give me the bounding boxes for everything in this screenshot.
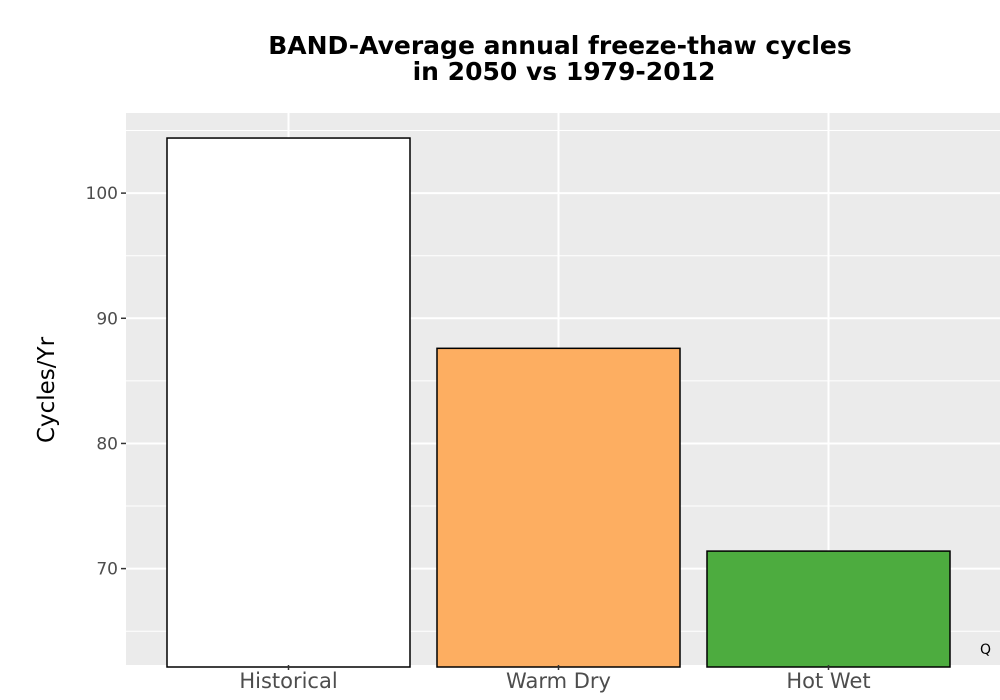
y-tick-label: 70	[96, 560, 118, 580]
y-tick-label: 90	[96, 309, 118, 329]
bars	[166, 137, 951, 668]
x-tick-label: Historical	[239, 669, 337, 693]
y-axis-title: Cycles/Yr	[34, 336, 60, 443]
x-axis: Historical Warm Dry Hot Wet	[239, 665, 871, 693]
chart-title-line-1: BAND-Average annual freeze-thaw cycles	[268, 31, 852, 60]
x-tick-label: Hot Wet	[786, 669, 870, 693]
y-axis: 70 80 90 100	[86, 184, 126, 580]
bar-hot-wet	[706, 550, 951, 668]
y-tick-label: 100	[86, 184, 118, 204]
x-tick-label: Warm Dry	[506, 669, 611, 693]
corner-note: Q	[980, 642, 991, 658]
y-tick-label: 80	[96, 434, 118, 454]
chart-title-line-2: in 2050 vs 1979-2012	[413, 57, 716, 86]
bar-historical	[166, 137, 411, 668]
bar-warm-dry	[436, 347, 681, 668]
